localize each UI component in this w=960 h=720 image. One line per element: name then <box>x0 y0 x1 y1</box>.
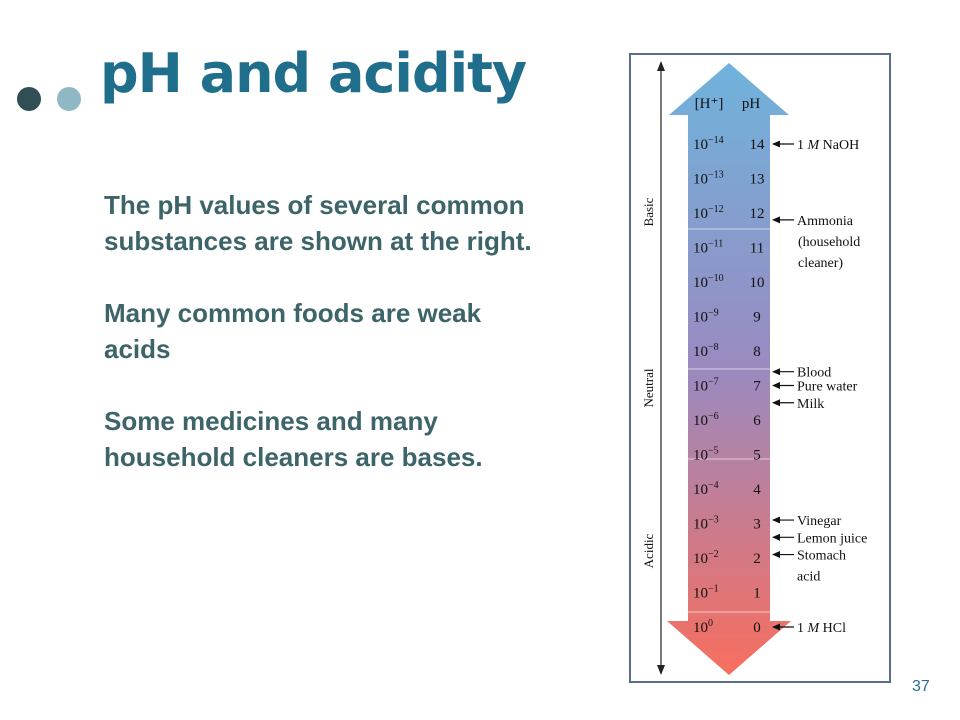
slide-title: pH and acidity <box>100 42 527 105</box>
h-concentration-label: 10−11 <box>693 239 723 257</box>
ph-value-label: 13 <box>750 172 765 188</box>
substance-label: acid <box>797 570 820 585</box>
ph-value-label: 11 <box>750 241 764 257</box>
substance-label: Blood <box>797 366 831 381</box>
ph-value-label: 9 <box>753 310 761 326</box>
substance-pointer-arrowhead <box>772 551 780 559</box>
ph-value-label: 7 <box>753 379 761 395</box>
region-label-neutral: Neutral <box>641 368 656 407</box>
axis-arrowhead-down <box>657 665 665 675</box>
h-concentration-label: 10−12 <box>693 204 724 222</box>
h-concentration-label: 10−6 <box>693 411 719 429</box>
paragraph-bases: Some medicines and many household cleane… <box>104 406 483 472</box>
ph-value-label: 4 <box>753 482 761 498</box>
ph-value-label: 5 <box>753 448 761 464</box>
ph-value-label: 6 <box>753 413 761 429</box>
h-concentration-label: 10−7 <box>693 377 719 395</box>
ph-value-label: 1 <box>753 586 761 602</box>
h-concentration-label: 10−5 <box>693 446 719 464</box>
h-concentration-label: 10−13 <box>693 170 724 188</box>
h-concentration-label: 10−3 <box>693 515 719 533</box>
substance-markers: 1 M NaOH Ammonia (household cleaner) BloodPu… <box>772 138 867 636</box>
h-concentration-label: 10−1 <box>693 584 719 602</box>
substance-pointer-arrowhead <box>772 140 780 148</box>
substance-label: Lemon juice <box>797 531 867 546</box>
slide-body: The pH values of several common substanc… <box>104 187 534 511</box>
ph-value-label: 12 <box>750 206 765 222</box>
region-label-basic: Basic <box>641 197 656 226</box>
substance-label: Stomach <box>797 549 846 564</box>
substance-label: 1 M NaOH <box>797 138 859 153</box>
page-number: 37 <box>912 678 930 695</box>
paragraph-ph-values: The pH values of several common substanc… <box>104 190 532 256</box>
substance-label: Pure water <box>797 380 858 395</box>
ph-scale-figure: Basic Neutral Acidic [H⁺] pH 10−14 14 10−1… <box>629 53 891 683</box>
ph-value-label: 14 <box>750 137 766 153</box>
substance-pointer-arrowhead <box>772 382 780 389</box>
ph-scale-diagram: Basic Neutral Acidic [H⁺] pH 10−14 1410−1… <box>641 61 867 675</box>
decorative-dot-dark <box>17 87 41 111</box>
ph-value-label: 8 <box>753 344 761 360</box>
substance-label: (household <box>798 235 860 250</box>
region-label-acidic: Acidic <box>641 533 656 568</box>
substance-label: Ammonia <box>797 214 854 229</box>
ph-value-label: 2 <box>753 551 761 567</box>
h-concentration-label: 10−2 <box>693 549 719 567</box>
ph-value-label: 3 <box>753 517 761 533</box>
h-concentration-label: 10−4 <box>693 480 719 498</box>
substance-pointer-arrowhead <box>772 516 780 524</box>
h-concentration-label: 10−9 <box>693 308 719 326</box>
h-concentration-label: 100 <box>693 618 713 636</box>
substance-pointer-arrowhead <box>772 399 780 407</box>
substance-label: cleaner) <box>798 256 843 271</box>
substance-pointer-arrowhead <box>772 368 780 376</box>
ph-value-label: 10 <box>750 275 765 291</box>
ph-value-label: 0 <box>753 620 761 636</box>
h-concentration-label: 10−14 <box>693 135 724 153</box>
h-concentration-label: 10−8 <box>693 342 719 360</box>
decorative-dot-light <box>57 87 81 111</box>
h-concentration-label: 10−10 <box>693 273 724 291</box>
paragraph-weak-acids: Many common foods are weak acids <box>104 298 482 364</box>
substance-label: 1 M HCl <box>797 621 846 636</box>
substance-pointer-arrowhead <box>772 216 780 224</box>
substance-label: Vinegar <box>797 514 842 529</box>
substance-label: Milk <box>797 397 824 412</box>
header-ph: pH <box>742 96 761 112</box>
header-h-concentration: [H⁺] <box>695 96 724 112</box>
axis-arrowhead-up <box>657 61 665 71</box>
substance-pointer-arrowhead <box>772 623 780 631</box>
substance-pointer-arrowhead <box>772 533 780 541</box>
